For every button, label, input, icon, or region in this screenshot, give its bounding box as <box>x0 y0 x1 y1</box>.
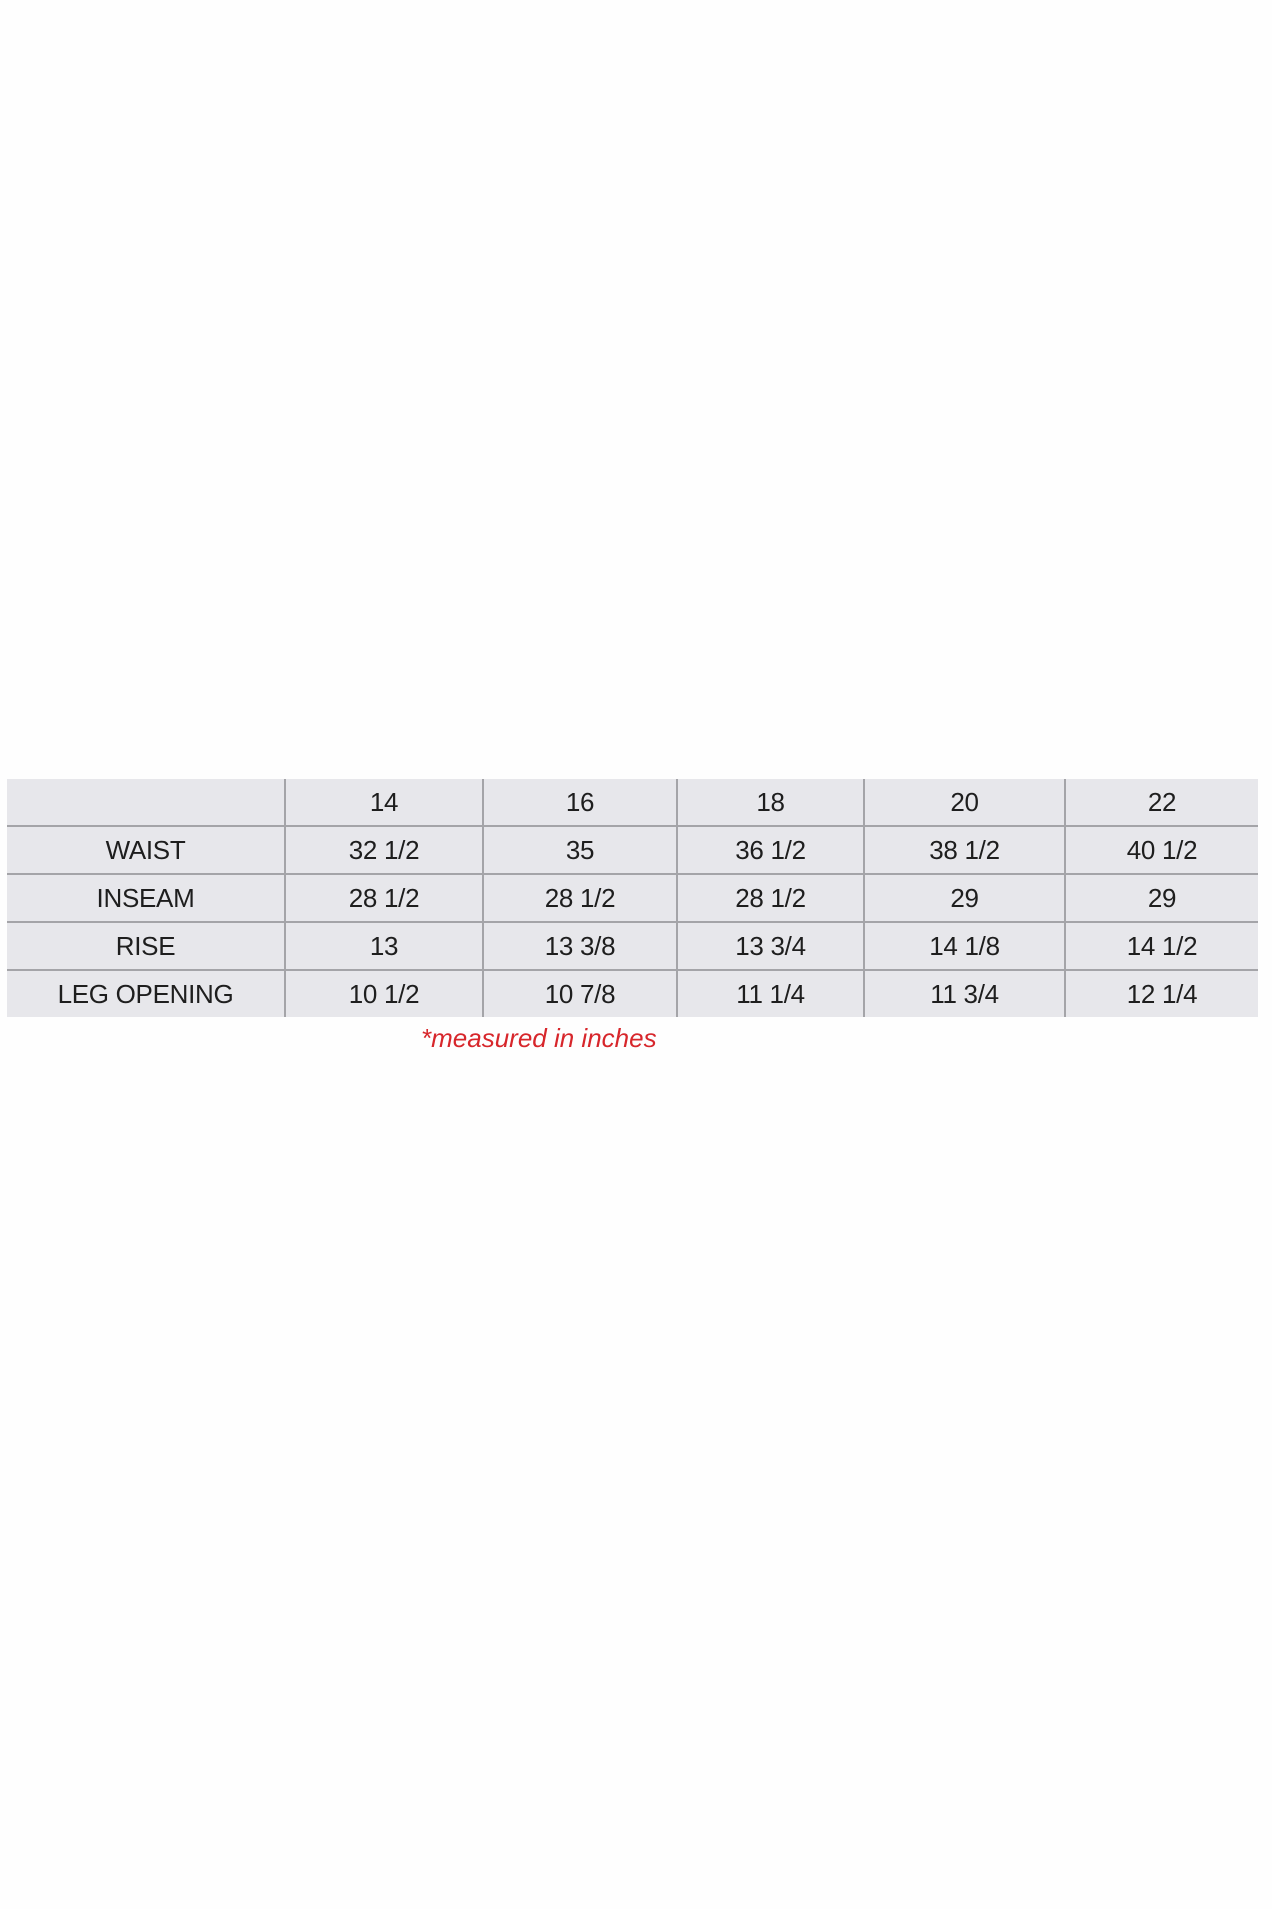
header-cell-size: 20 <box>863 779 1066 827</box>
table-cell: 35 <box>482 825 678 875</box>
table-cell: 29 <box>1064 873 1258 923</box>
table-row-rise: RISE 13 13 3/8 13 3/4 14 1/8 14 1/2 <box>7 921 1258 971</box>
header-cell-size: 16 <box>482 779 678 827</box>
header-cell-empty <box>7 779 286 827</box>
row-label: WAIST <box>7 825 286 875</box>
size-chart-table: 14 16 18 20 22 WAIST 32 1/2 35 36 1/2 38… <box>7 779 1258 1017</box>
table-cell: 12 1/4 <box>1064 969 1258 1017</box>
table-cell: 13 3/4 <box>676 921 865 971</box>
row-label: RISE <box>7 921 286 971</box>
table-cell: 28 1/2 <box>676 873 865 923</box>
table-row-inseam: INSEAM 28 1/2 28 1/2 28 1/2 29 29 <box>7 873 1258 923</box>
row-label: INSEAM <box>7 873 286 923</box>
table-cell: 13 3/8 <box>482 921 678 971</box>
table-cell: 40 1/2 <box>1064 825 1258 875</box>
table-cell: 14 1/2 <box>1064 921 1258 971</box>
table-cell: 38 1/2 <box>863 825 1066 875</box>
table-cell: 11 3/4 <box>863 969 1066 1017</box>
table-cell: 36 1/2 <box>676 825 865 875</box>
row-label: LEG OPENING <box>7 969 286 1017</box>
table-cell: 10 1/2 <box>284 969 484 1017</box>
header-row: 14 16 18 20 22 <box>7 779 1258 827</box>
table-cell: 14 1/8 <box>863 921 1066 971</box>
table-cell: 13 <box>284 921 484 971</box>
table-cell: 10 7/8 <box>482 969 678 1017</box>
table-row-waist: WAIST 32 1/2 35 36 1/2 38 1/2 40 1/2 <box>7 825 1258 875</box>
header-cell-size: 22 <box>1064 779 1258 827</box>
measurement-note: *measured in inches <box>421 1023 657 1053</box>
header-cell-size: 14 <box>284 779 484 827</box>
table-cell: 28 1/2 <box>482 873 678 923</box>
table-cell: 11 1/4 <box>676 969 865 1017</box>
table-cell: 32 1/2 <box>284 825 484 875</box>
table-cell: 28 1/2 <box>284 873 484 923</box>
table-row-leg-opening: LEG OPENING 10 1/2 10 7/8 11 1/4 11 3/4 … <box>7 969 1258 1017</box>
header-cell-size: 18 <box>676 779 865 827</box>
table-cell: 29 <box>863 873 1066 923</box>
